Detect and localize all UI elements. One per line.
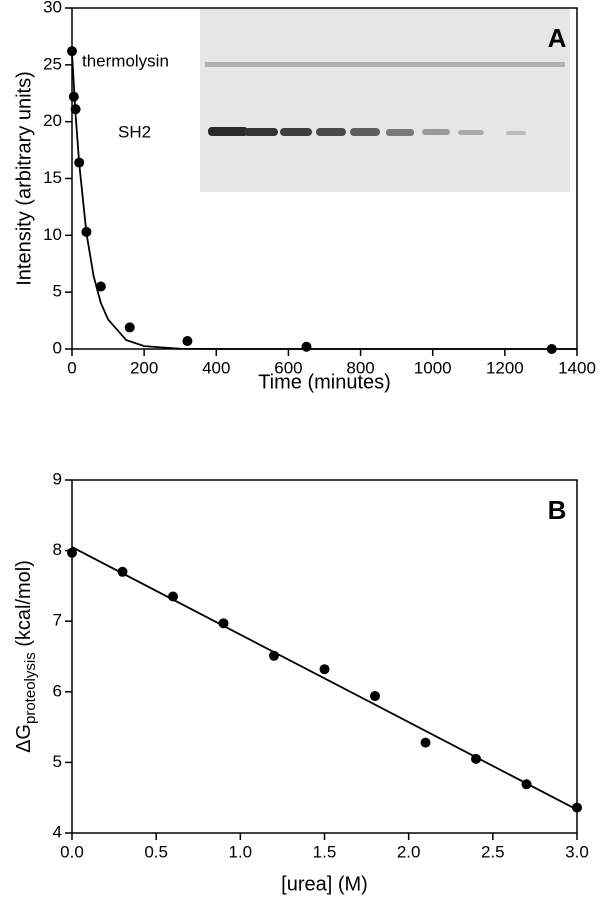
y-axis-label-main: ΔG [13,724,35,753]
data-point [67,46,77,57]
x-axis-label: Time (minutes) [258,371,391,393]
x-tick-label: 800 [346,358,374,377]
x-tick-label: 1.5 [313,842,337,861]
x-tick-label: 2.0 [397,842,421,861]
y-tick-label: 5 [53,752,62,771]
fit-line [71,546,578,811]
x-tick-label: 0.5 [144,842,168,861]
x-axis-label: [urea] (M) [281,873,368,895]
data-point [67,547,77,558]
gel-band [422,129,450,135]
x-tick-label: 2.5 [481,842,505,861]
data-point [370,691,380,702]
inset-label: thermolysin [82,51,169,70]
gel-band [506,131,526,135]
x-tick-label: 1400 [558,358,596,377]
gel-band [208,127,248,136]
x-tick-label: 3.0 [565,842,589,861]
data-point [124,322,135,333]
y-tick-label: 5 [53,282,62,301]
gel-band [316,128,346,136]
gel-image [200,9,570,192]
y-tick-label: 15 [43,168,62,187]
y-axis-label-sub: proteolysis [22,652,39,724]
y-tick-label: 7 [53,611,62,630]
x-tick-label: 1200 [486,358,524,377]
data-point [301,341,312,352]
data-point [420,737,431,748]
gel-band [205,62,565,67]
gel-band [458,130,484,135]
y-tick-label: 30 [43,0,62,16]
y-tick-label: 8 [53,540,62,559]
gel-band [350,128,380,136]
x-tick-label: 0.0 [60,842,84,861]
y-tick-label: 9 [53,469,62,488]
panel-label: A [548,23,567,53]
gel-band [386,129,414,136]
x-tick-label: 400 [202,358,230,377]
data-point [319,664,330,675]
data-point [218,618,229,629]
y-tick-label: 0 [53,338,62,357]
y-tick-label: 4 [53,822,62,841]
inset-label: SH2 [118,122,151,141]
y-tick-label: 20 [43,111,62,130]
y-axis-label: Intensity (arbitrary units) [13,71,35,286]
fit-line [71,53,577,350]
gel-band [280,128,312,136]
data-point [182,336,193,347]
x-tick-label: 1.0 [229,842,253,861]
data-point [572,802,582,813]
plot-frame [71,479,578,834]
x-tick-label: 0 [67,358,76,377]
x-tick-label: 200 [130,358,158,377]
data-point [95,281,106,292]
y-tick-label: 25 [43,54,62,73]
panel-label: B [548,495,567,525]
x-tick-label: 1000 [414,358,452,377]
gel-band [244,128,278,136]
y-tick-label: 10 [43,225,62,244]
x-tick-label: 600 [274,358,302,377]
gel-inset: thermolysin SH2 [82,9,570,192]
y-axis-label-unit: (kcal/mol) [13,560,35,652]
y-tick-label: 6 [53,681,62,700]
y-axis-label: ΔGproteolysis (kcal/mol) [13,560,39,753]
